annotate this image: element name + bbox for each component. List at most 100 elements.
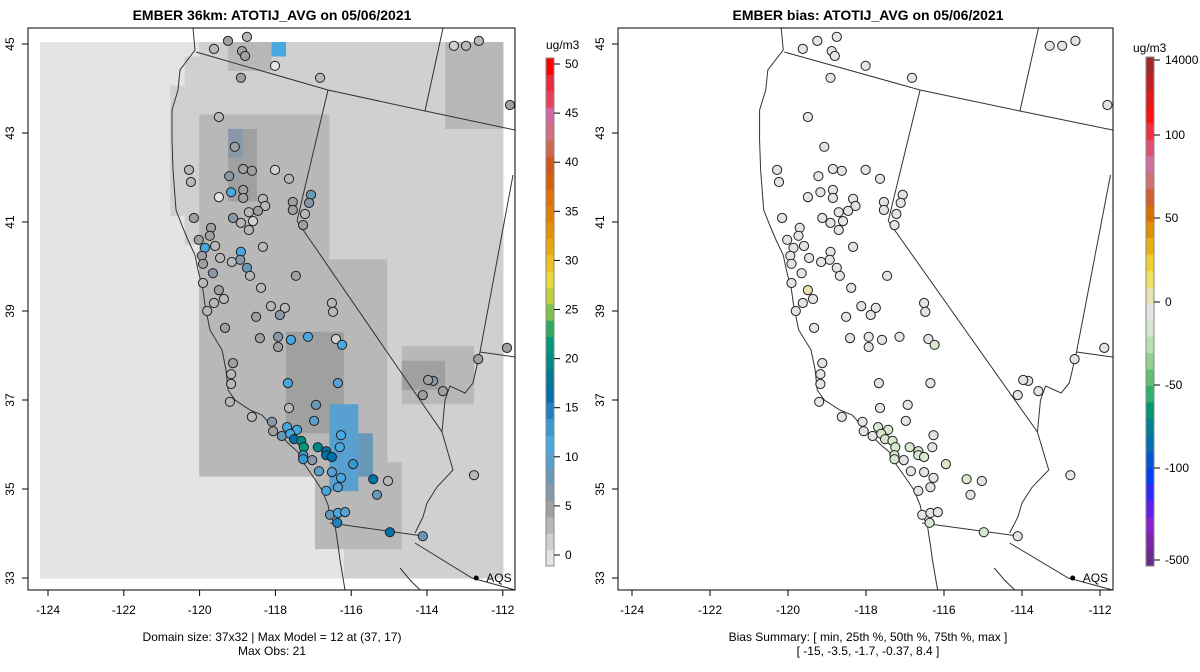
grid-cell (83, 375, 99, 391)
grid-cell (314, 288, 330, 304)
grid-cell (300, 143, 316, 159)
grid-cell (184, 85, 200, 101)
grid-cell (40, 288, 55, 304)
grid-cell (141, 114, 157, 130)
grid-cell (184, 302, 200, 318)
grid-cell (416, 172, 432, 188)
grid-cell (126, 302, 142, 318)
plot-title-left: EMBER 36km: ATOTIJ_AVG on 05/06/2021 (133, 7, 412, 23)
grid-cell (372, 56, 388, 72)
grid-cell (401, 114, 417, 130)
grid-cell (372, 85, 388, 101)
grid-cell (343, 549, 359, 565)
site-marker (215, 252, 226, 264)
x-tick-label: -118 (854, 603, 877, 617)
grid-cell (285, 288, 301, 304)
site-marker (940, 459, 952, 470)
grid-cell (300, 375, 316, 391)
grid-cell (170, 186, 186, 202)
grid-cell (300, 404, 316, 420)
grid-cell (343, 360, 359, 376)
grid-cell (430, 244, 446, 260)
grid-cell (257, 505, 272, 521)
grid-cell (184, 389, 200, 405)
grid-cell (97, 447, 113, 463)
grid-cell (83, 433, 99, 449)
site-marker (238, 192, 249, 204)
grid-cell (257, 70, 272, 86)
grid-cell (112, 128, 128, 144)
site-marker (268, 426, 279, 437)
site-marker (1018, 374, 1029, 386)
site-marker (863, 341, 874, 353)
grid-cell (112, 331, 128, 347)
site-marker (423, 374, 434, 386)
grid-cell (343, 389, 359, 405)
grid-cell (488, 157, 504, 173)
site-marker (313, 466, 325, 477)
x-tick-label: -114 (1010, 603, 1033, 617)
grid-cell (83, 244, 99, 260)
site-marker (825, 217, 836, 228)
grid-cell (199, 389, 215, 405)
site-marker (207, 268, 218, 279)
grid-cell (372, 389, 388, 405)
site-marker (276, 430, 287, 442)
grid-cell (372, 447, 388, 463)
grid-cell (314, 346, 330, 362)
grid-cell (141, 99, 157, 115)
grid-cell (488, 302, 504, 318)
grid-cell (271, 563, 287, 579)
grid-cell (184, 56, 200, 72)
grid-cell (430, 404, 446, 420)
grid-cell (83, 172, 99, 188)
grid-cell (314, 114, 330, 130)
grid-cell (271, 375, 287, 391)
colorbar-swatch (546, 287, 554, 305)
grid-cell (387, 143, 403, 159)
site-marker (382, 475, 394, 487)
grid-cell (285, 85, 301, 101)
site-marker (273, 341, 284, 353)
site-marker (251, 311, 262, 322)
grid-cell (314, 215, 330, 231)
grid-cell (372, 433, 388, 449)
grid-cell (97, 99, 113, 115)
site-marker (814, 396, 825, 407)
grid-cell (126, 563, 142, 579)
grid-cell (329, 549, 345, 565)
grid-cell (474, 549, 489, 565)
site-marker (269, 60, 281, 71)
grid-cell (112, 201, 128, 217)
grid-cell (54, 505, 70, 521)
site-marker (335, 472, 347, 483)
site-marker (222, 35, 234, 47)
colorbar-swatch (546, 320, 554, 338)
grid-cell (155, 273, 171, 289)
grid-cell (459, 563, 475, 579)
grid-cell (300, 230, 316, 246)
grid-cell (271, 288, 287, 304)
plot-title-right: EMBER bias: ATOTIJ_AVG on 05/06/2021 (732, 7, 1003, 23)
site-marker (790, 305, 801, 317)
grid-cell (271, 172, 287, 188)
grid-cell (68, 505, 84, 521)
grid-cell (155, 56, 171, 72)
grid-cell (474, 389, 489, 405)
grid-cell (141, 302, 157, 318)
site-marker (337, 339, 348, 350)
site-marker (252, 205, 264, 216)
colorbar-swatch (546, 336, 554, 354)
grid-cell (387, 128, 403, 144)
grid-cell (300, 56, 316, 72)
grid-cell (488, 462, 504, 478)
grid-cell (112, 215, 128, 231)
grid-cell (54, 418, 70, 434)
grid-cell (170, 42, 186, 57)
site-marker (1057, 40, 1068, 51)
site-marker (197, 277, 209, 289)
grid-cell (314, 186, 330, 202)
grid-cell (170, 273, 186, 289)
grid-cell (459, 520, 475, 536)
